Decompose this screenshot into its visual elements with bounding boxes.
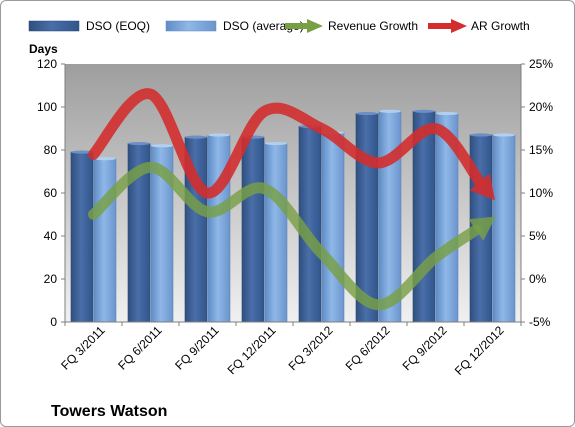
x-tick-label-0: FQ 3/2011	[58, 323, 108, 373]
y-tick-label-3: 60	[44, 186, 58, 200]
x-tick-label-4: FQ 3/2012	[286, 323, 336, 373]
y-tick-label-6: 120	[37, 57, 57, 71]
bar-cap-dso-average-2	[208, 133, 230, 137]
arrowhead-revenue-growth	[468, 216, 496, 241]
x-ticks-group: FQ 3/2011 FQ 6/2011 FQ 9/2011 FQ 12/2011 FQ …	[58, 322, 522, 378]
y2-ticks-group: -5% 0% 5% 10% 15% 20% 25%	[521, 57, 553, 329]
y2-tick-label-5: 20%	[529, 100, 553, 114]
y-tick-label-2: 40	[44, 229, 58, 243]
legend-label-dso-average: DSO (average)	[223, 19, 304, 33]
line-revenue-growth	[88, 161, 482, 311]
legend-item-ar-growth: AR Growth	[428, 19, 530, 33]
x-tick-label-1: FQ 6/2011	[115, 323, 165, 373]
bar-cap-dso-average-5	[379, 109, 401, 113]
x-tick-label-5: FQ 6/2012	[343, 323, 393, 373]
legend-item-dso-average: DSO (average)	[165, 19, 304, 33]
bar-cap-dso-average-1	[151, 144, 173, 148]
y2-tick-label-1: 0%	[529, 272, 547, 286]
y-tick-label-5: 100	[37, 100, 57, 114]
bar-cap-dso-eoq-1	[128, 141, 150, 146]
y-axis-title: Days	[29, 42, 58, 56]
bar-dso-average-7	[492, 134, 516, 323]
chart-title: Towers Watson	[51, 403, 167, 420]
bar-cap-dso-eoq-5	[356, 111, 378, 116]
legend: DSO (EOQ) DSO (average) Revenue Growth A…	[28, 19, 530, 33]
y-tick-label-1: 20	[44, 272, 58, 286]
arrowhead-ar-growth	[469, 173, 496, 201]
bar-cap-dso-average-6	[436, 111, 458, 116]
x-tick-label-3: FQ 12/2011	[225, 323, 279, 377]
legend-arrow-head-ar	[451, 19, 467, 33]
bar-cap-dso-average-0	[94, 157, 116, 161]
y2-tick-label-6: 25%	[529, 57, 553, 71]
bar-cap-dso-eoq-2	[185, 135, 207, 139]
legend-arrow-head-revenue	[307, 19, 323, 33]
bar-cap-dso-average-3	[265, 141, 287, 146]
bar-cap-dso-average-7	[493, 133, 515, 137]
lines-group	[88, 88, 496, 311]
bar-dso-average-2	[207, 134, 231, 323]
bar-dso-average-4	[321, 132, 345, 323]
y2-tick-label-0: -5%	[529, 315, 551, 329]
y-tick-label-0: 0	[50, 315, 57, 329]
legend-label-ar-growth: AR Growth	[471, 19, 530, 33]
x-tick-label-6: FQ 9/2012	[400, 323, 450, 373]
legend-label-dso-eoq: DSO (EOQ)	[86, 19, 150, 33]
bar-dso-eoq-3	[241, 136, 265, 323]
legend-swatch-dso-average	[165, 20, 217, 32]
legend-label-revenue-growth: Revenue Growth	[328, 19, 418, 33]
bar-cap-dso-eoq-7	[470, 133, 492, 137]
x-tick-label-2: FQ 9/2011	[172, 323, 222, 373]
bar-cap-dso-eoq-0	[71, 150, 93, 154]
bar-dso-average-0	[93, 158, 117, 323]
y2-tick-label-2: 5%	[529, 229, 547, 243]
y2-tick-label-4: 15%	[529, 143, 553, 157]
x-tick-label-7: FQ 12/2012	[452, 323, 507, 378]
bar-cap-dso-eoq-6	[413, 109, 435, 113]
bar-dso-average-3	[264, 143, 288, 323]
line-ar-growth	[88, 88, 486, 199]
legend-swatch-dso-eoq	[28, 20, 80, 32]
y-ticks-group: 0 20 40 60 80 100 120	[37, 57, 65, 329]
y2-tick-label-3: 10%	[529, 186, 553, 200]
y-tick-label-4: 80	[44, 143, 58, 157]
legend-item-revenue-growth: Revenue Growth	[285, 19, 418, 33]
bar-dso-eoq-0	[70, 151, 94, 323]
legend-item-dso-eoq: DSO (EOQ)	[28, 19, 150, 33]
